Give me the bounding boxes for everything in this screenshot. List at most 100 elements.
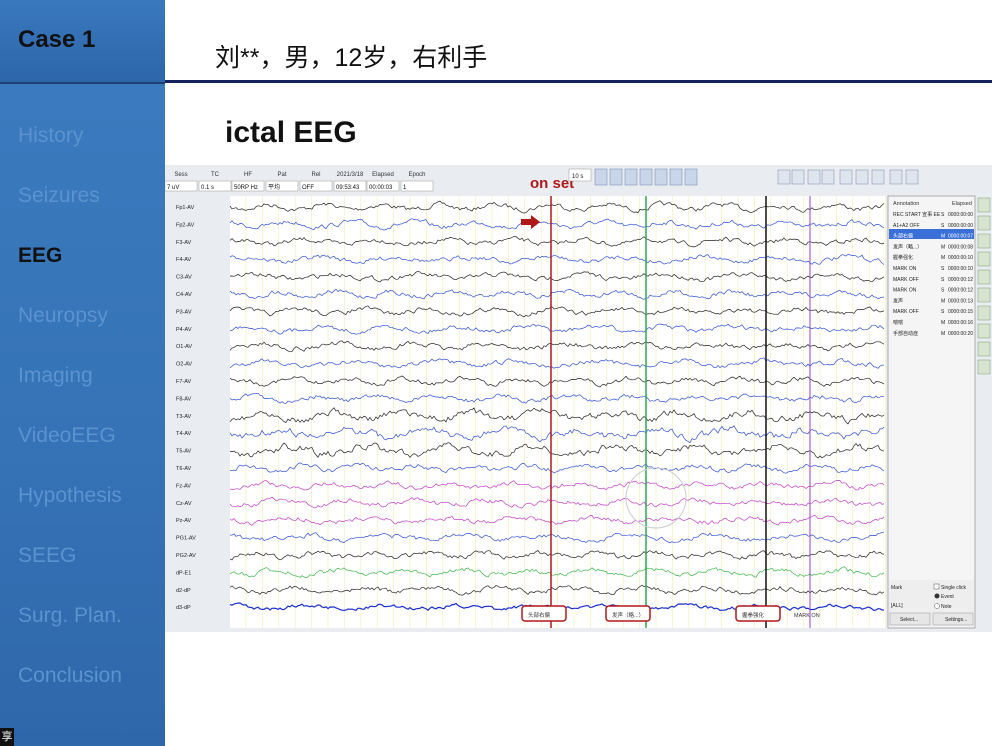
- annotation-text: 发声: [893, 297, 903, 304]
- annotation-time: 0000:00:12: [948, 288, 973, 294]
- onset-arrow: [521, 215, 540, 229]
- annotation-time: 0000:00:12: [948, 277, 973, 283]
- annotation-type: M: [941, 298, 945, 304]
- toolbar-value: OFF: [302, 185, 314, 191]
- channel-label: Fp1-AV: [176, 205, 195, 211]
- annotation-type: M: [941, 331, 945, 337]
- header-rule: [165, 80, 992, 83]
- panel-label: Mark: [891, 585, 903, 591]
- tool-icon[interactable]: [624, 168, 638, 186]
- nav-button[interactable]: [855, 169, 869, 185]
- nav-button[interactable]: [777, 169, 791, 185]
- annotation-time: 0000:00:10: [948, 255, 973, 261]
- toolbar-field[interactable]: [400, 180, 434, 192]
- side-icon[interactable]: [977, 287, 991, 303]
- marker-label: MARK ON: [794, 613, 820, 619]
- marker-box: [521, 605, 567, 622]
- side-icon[interactable]: [977, 323, 991, 339]
- marker-box: [735, 605, 781, 622]
- channel-label: O2-AV: [176, 362, 192, 368]
- nav-button[interactable]: [807, 169, 821, 185]
- toolbar-field[interactable]: [231, 180, 265, 192]
- toolbar-label: 2021/3/18: [337, 172, 364, 178]
- side-icon[interactable]: [977, 215, 991, 231]
- annotation-text: REC START 宣事 EE: [893, 211, 941, 218]
- nav-button[interactable]: [791, 169, 805, 185]
- page-field[interactable]: [568, 168, 592, 182]
- marker-label: 握拳强化: [742, 611, 765, 619]
- channel-label: P3-AV: [176, 309, 192, 315]
- toolbar-value: 1: [403, 185, 407, 191]
- toolbar-field[interactable]: [333, 180, 367, 192]
- tool-icon[interactable]: [684, 168, 698, 186]
- channel-label: PG1-AV: [176, 536, 196, 542]
- nav-button[interactable]: [839, 169, 853, 185]
- annotation-time: 0000:00:10: [948, 266, 973, 272]
- tool-icon[interactable]: [639, 168, 653, 186]
- checkbox[interactable]: [933, 583, 940, 590]
- toolbar-field[interactable]: [265, 180, 299, 192]
- channel-label: Cz-AV: [176, 501, 192, 507]
- sidebar: [0, 0, 165, 746]
- toolbar-field[interactable]: [366, 180, 400, 192]
- nav-button[interactable]: [871, 169, 885, 185]
- toolbar-value: 平均: [268, 183, 280, 191]
- annotation-time: 0000:00:15: [948, 309, 973, 315]
- toolbar-icons: [594, 168, 991, 375]
- time-grid: [245, 196, 886, 628]
- side-icon[interactable]: [977, 251, 991, 267]
- onset-label: on set: [530, 175, 574, 192]
- marker-box: [605, 605, 651, 622]
- channel-label: d2-dP: [176, 588, 191, 594]
- panel-header: Annotation: [893, 201, 919, 207]
- nav-button[interactable]: [889, 169, 903, 185]
- toolbar-value: 50RP Hz: [234, 185, 258, 191]
- nav-item: Imaging: [18, 364, 93, 387]
- side-icon[interactable]: [977, 233, 991, 249]
- tool-icon[interactable]: [609, 168, 623, 186]
- channel-label: Fz-AV: [176, 483, 191, 489]
- eeg-trace: [229, 200, 885, 214]
- eeg-trace: [229, 270, 885, 283]
- side-icon[interactable]: [977, 269, 991, 285]
- radio[interactable]: [934, 603, 940, 609]
- select-button[interactable]: [889, 612, 931, 626]
- eeg-trace: [229, 462, 885, 474]
- radio[interactable]: [934, 593, 940, 599]
- channel-label: PG2-AV: [176, 553, 196, 559]
- eeg-trace: [229, 550, 885, 561]
- nav-button[interactable]: [821, 169, 835, 185]
- eeg-trace: [229, 425, 885, 444]
- settings-button[interactable]: [932, 612, 974, 626]
- eeg-trace: [229, 480, 885, 491]
- marker-label: 发声（略...）: [612, 611, 644, 619]
- side-icon[interactable]: [977, 341, 991, 357]
- tool-icon[interactable]: [594, 168, 608, 186]
- nav-button[interactable]: [905, 169, 919, 185]
- tool-icon[interactable]: [654, 168, 668, 186]
- case-bar: Case 1: [0, 0, 165, 84]
- panel-label: Event: [941, 594, 954, 600]
- toolbar-value: 00:00:03: [369, 185, 393, 191]
- nav-item: Hypothesis: [18, 484, 122, 507]
- annotation-panel: [887, 195, 976, 629]
- side-icon[interactable]: [977, 197, 991, 213]
- side-icon[interactable]: [977, 359, 991, 375]
- channel-label: Pz-AV: [176, 518, 192, 524]
- annotation-type: M: [941, 255, 945, 261]
- annotation-time: 0000:00:13: [948, 298, 973, 304]
- toolbar-field[interactable]: [299, 180, 333, 192]
- nav-item: VideoEEG: [18, 424, 116, 447]
- panel-header: Elapsed: [952, 201, 972, 207]
- toolbar-field[interactable]: [165, 180, 198, 192]
- channel-label: F8-AV: [176, 396, 192, 402]
- toolbar-value: 7 uV: [167, 185, 179, 191]
- toolbar-field[interactable]: [198, 180, 232, 192]
- eeg-trace: [229, 407, 885, 425]
- annotation-type: M: [941, 234, 945, 240]
- tool-icon[interactable]: [669, 168, 683, 186]
- side-icon[interactable]: [977, 305, 991, 321]
- channel-label: F4-AV: [176, 257, 192, 263]
- eeg-trace: [229, 584, 885, 596]
